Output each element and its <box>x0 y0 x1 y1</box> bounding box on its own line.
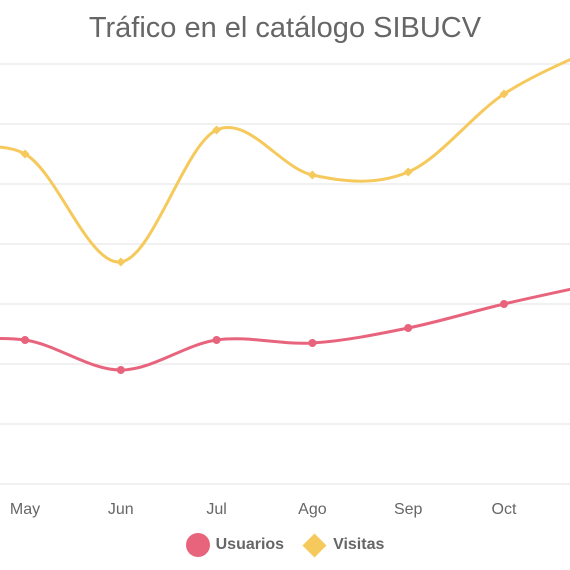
grid-lines <box>0 63 570 485</box>
x-axis-ticks: May Jun Jul Ago Sep Oct <box>10 501 517 518</box>
data-point[interactable] <box>404 324 413 332</box>
x-tick-label: Jul <box>206 501 226 518</box>
legend-item-visitas[interactable]: Visitas <box>302 532 385 558</box>
legend-swatch <box>185 533 210 557</box>
data-point[interactable] <box>308 339 317 347</box>
data-point[interactable] <box>403 167 413 177</box>
legend-swatch <box>302 532 327 558</box>
chart-title: Tráfico en el catálogo SIBUCV <box>88 12 482 44</box>
data-point[interactable] <box>212 336 221 344</box>
data-point[interactable] <box>212 125 222 135</box>
x-tick-label: Ago <box>298 501 327 518</box>
data-point[interactable] <box>499 89 509 99</box>
legend-item-usuarios[interactable]: Usuarios <box>185 533 285 557</box>
series-line-visitas <box>0 57 570 264</box>
legend-label: Visitas <box>333 536 385 553</box>
series-line-usuarios <box>0 287 570 372</box>
legend-label: Usuarios <box>215 536 285 553</box>
series-lines <box>0 57 570 372</box>
x-tick-label: Sep <box>394 501 423 518</box>
data-point[interactable] <box>500 300 508 308</box>
data-point[interactable] <box>116 366 125 374</box>
data-markers <box>20 89 509 374</box>
legend: Usuarios Visitas <box>0 532 570 558</box>
x-tick-label: May <box>10 501 40 518</box>
x-tick-label: Jun <box>108 501 134 518</box>
data-point[interactable] <box>307 170 317 180</box>
data-point[interactable] <box>21 336 29 344</box>
x-tick-label: Oct <box>492 501 517 518</box>
data-point[interactable] <box>20 149 30 159</box>
data-point[interactable] <box>116 257 126 267</box>
